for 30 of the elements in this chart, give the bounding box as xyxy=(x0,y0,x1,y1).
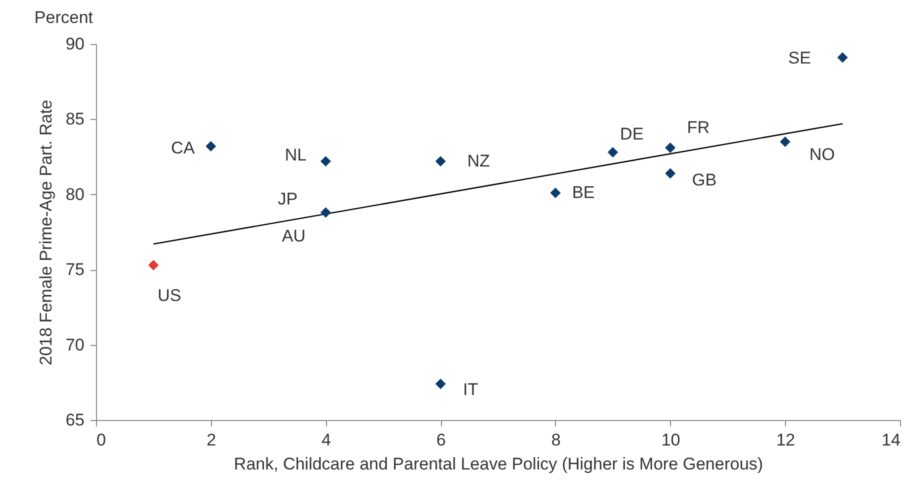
x-tick-label: 0 xyxy=(96,430,106,450)
x-tick-label: 8 xyxy=(551,430,561,450)
annotation: AU xyxy=(282,226,306,246)
x-tick-label: 10 xyxy=(661,430,680,450)
annotation: BE xyxy=(572,182,595,202)
x-tick-label: 6 xyxy=(436,430,446,450)
x-tick-label: 4 xyxy=(321,430,331,450)
y-axis-title: 2018 Female Prime-Age Part. Rate xyxy=(36,100,56,366)
annotation: NL xyxy=(284,145,307,164)
annotation: SE xyxy=(788,48,811,68)
annotation: NO xyxy=(809,144,835,164)
text: Percent xyxy=(34,8,94,27)
annotation: DE xyxy=(620,124,644,144)
annotation: IT xyxy=(463,380,478,399)
y-tick-label: 75 xyxy=(66,260,84,280)
annotation: JP xyxy=(278,189,298,208)
y-tick-label: 70 xyxy=(66,335,84,354)
x-axis-title: Rank, Childcare and Parental Leave Policy (Higher is More Generous) xyxy=(234,454,764,474)
annotation: GB xyxy=(692,170,717,190)
x-tick-label: 12 xyxy=(776,430,796,450)
y-tick-label: 85 xyxy=(66,110,84,129)
x-tick-label: 14 xyxy=(882,430,900,450)
annotation: US xyxy=(158,286,182,306)
y-tick-label: 80 xyxy=(66,184,84,204)
annotation: NZ xyxy=(467,151,490,170)
annotation: CA xyxy=(171,138,196,158)
x-tick-label: 2 xyxy=(206,430,216,450)
y-tick-label: 90 xyxy=(66,34,84,54)
y-tick-label: 65 xyxy=(66,410,84,430)
annotation: FR xyxy=(686,118,710,137)
